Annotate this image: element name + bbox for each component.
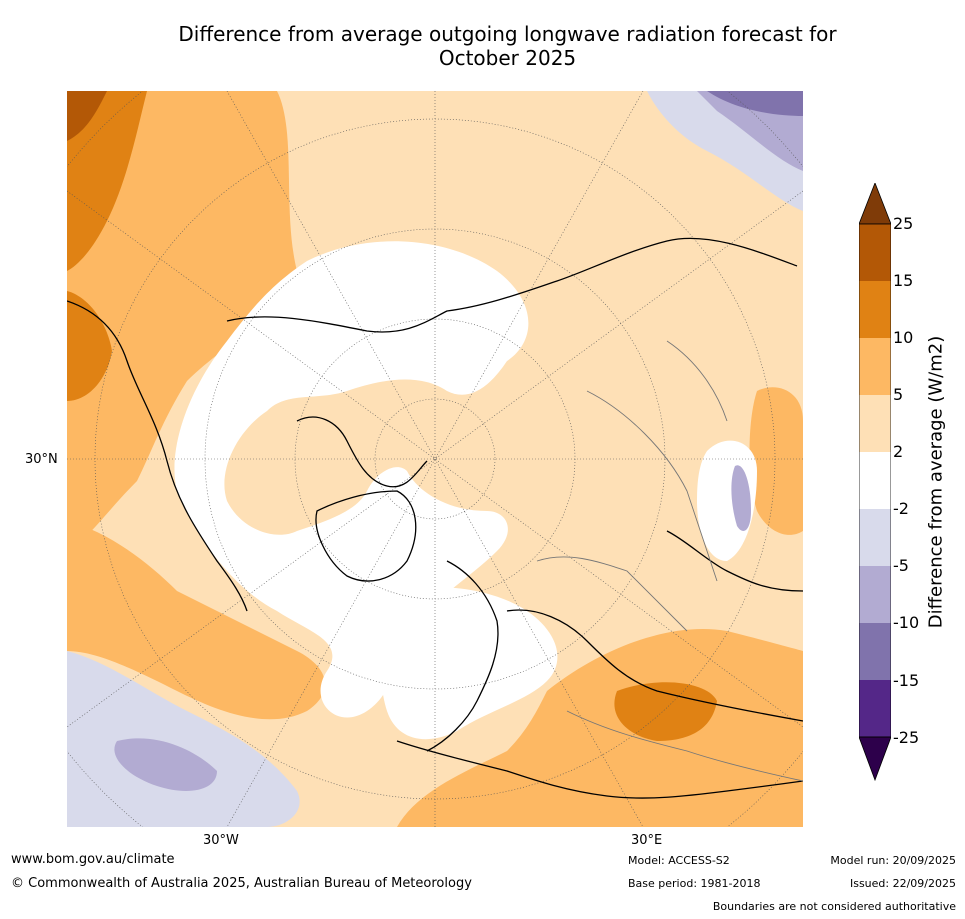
cbar-tick-15: 15 bbox=[893, 271, 914, 290]
cbar-swatch-neg2-2 bbox=[859, 452, 891, 509]
map-panel bbox=[67, 91, 803, 827]
cbar-tick-neg5: -5 bbox=[893, 556, 909, 575]
anomaly-region-europe-white bbox=[380, 587, 558, 740]
anomaly-region-pacific-dark-2 bbox=[67, 291, 112, 401]
title-line-1: Difference from average outgoing longwav… bbox=[178, 22, 837, 46]
cbar-extend-bottom bbox=[858, 736, 892, 782]
anomaly-map bbox=[67, 91, 803, 827]
footer-disclaimer: Boundaries are not considered authoritat… bbox=[712, 900, 956, 913]
anomaly-region-pacific-darkest bbox=[67, 91, 107, 141]
anomaly-region-atlantic-purple bbox=[67, 651, 300, 827]
cbar-swatch-5-10 bbox=[859, 338, 891, 395]
anomaly-region-pacific-orange bbox=[67, 91, 297, 551]
cbar-swatch-15-25 bbox=[859, 224, 891, 281]
cbar-tick-neg10: -10 bbox=[893, 613, 920, 632]
cbar-tick-25: 25 bbox=[893, 214, 914, 233]
footer-base-period: Base period: 1981-2018 bbox=[628, 877, 761, 890]
cbar-tick-neg25: -25 bbox=[893, 728, 920, 747]
lon-label-30e: 30°E bbox=[631, 833, 663, 848]
colorbar bbox=[858, 181, 892, 785]
cbar-tick-10: 10 bbox=[893, 328, 914, 347]
footer-model: Model: ACCESS-S2 bbox=[628, 854, 730, 867]
footer-copyright: © Commonwealth of Australia 2025, Austra… bbox=[11, 876, 472, 891]
graticule bbox=[67, 91, 803, 827]
anomaly-region-atlantic-purple-2 bbox=[114, 738, 217, 791]
anomaly-region-mideast-dark bbox=[614, 682, 717, 741]
anomaly-region-northpacific-purple-3 bbox=[707, 91, 803, 116]
cbar-tick-2: 2 bbox=[893, 442, 904, 461]
anomaly-region-atlantic-orange bbox=[67, 521, 326, 720]
cbar-tick-neg2: -2 bbox=[893, 499, 909, 518]
country-borders bbox=[536, 340, 803, 782]
lat-label-30n: 30°N bbox=[25, 452, 58, 467]
cbar-swatch-2-5 bbox=[859, 395, 891, 452]
cbar-swatch-neg5-neg2 bbox=[859, 509, 891, 566]
footer-issued: Issued: 22/09/2025 bbox=[849, 877, 956, 890]
colorbar-label: Difference from average (W/m2) bbox=[925, 335, 947, 629]
chart-title: Difference from average outgoing longwav… bbox=[60, 22, 955, 70]
anomaly-region-bengal-purple bbox=[731, 465, 751, 531]
colorbar-swatches bbox=[858, 181, 892, 782]
lon-label-30w: 30°W bbox=[203, 833, 239, 848]
anomaly-region-mideast-orange bbox=[397, 629, 803, 827]
coastlines bbox=[67, 237, 803, 799]
cbar-swatch-10-15 bbox=[859, 281, 891, 338]
cbar-tick-5: 5 bbox=[893, 385, 904, 404]
footer-website[interactable]: www.bom.gov.au/climate bbox=[11, 852, 175, 867]
footer-model-run: Model run: 20/09/2025 bbox=[830, 854, 956, 867]
title-line-2: October 2025 bbox=[438, 46, 577, 70]
cbar-swatch-neg10-neg5 bbox=[859, 566, 891, 623]
anomaly-region-pacific-dark bbox=[67, 91, 147, 271]
cbar-swatch-neg15-neg10 bbox=[859, 623, 891, 680]
cbar-tick-neg15: -15 bbox=[893, 671, 920, 690]
anomaly-region-india-orange bbox=[749, 387, 803, 535]
cbar-swatch-neg25-neg15 bbox=[859, 680, 891, 737]
cbar-extend-top bbox=[858, 181, 892, 225]
